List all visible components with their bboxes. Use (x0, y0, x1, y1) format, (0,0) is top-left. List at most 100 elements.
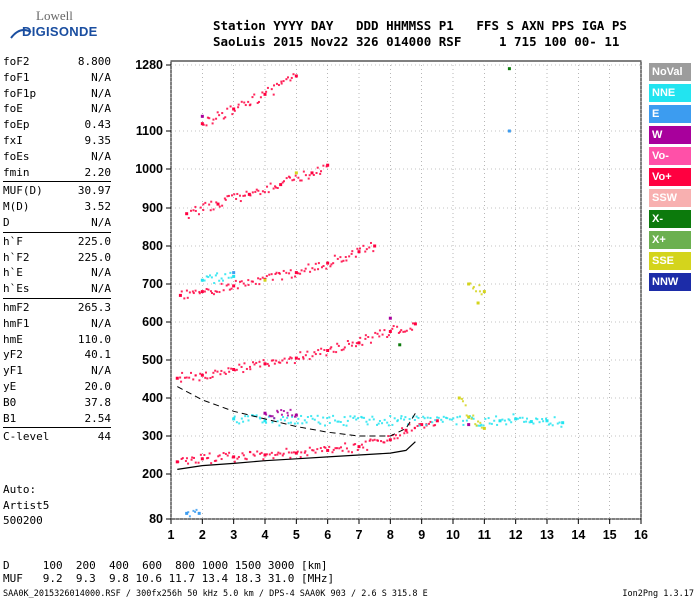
trace-point (404, 428, 408, 432)
trace-point (240, 100, 243, 103)
trace-point (282, 180, 285, 183)
trace-point (475, 424, 478, 427)
trace-point (388, 316, 392, 320)
trace-point (429, 420, 432, 423)
trace-point (355, 345, 358, 348)
trace-point (416, 425, 419, 428)
trace-point (231, 194, 234, 197)
autoscale-line1: Auto: (3, 483, 37, 496)
trace-point (299, 179, 302, 182)
trace-point (397, 331, 400, 334)
trace-point (396, 437, 399, 440)
trace-point (208, 117, 211, 120)
trace-point (480, 293, 483, 296)
trace-point (253, 363, 256, 366)
trace-point (280, 409, 283, 412)
param-row: C-level 44 (3, 429, 111, 445)
trace-point (475, 290, 478, 293)
y-tick-label: 700 (142, 277, 163, 291)
trace-point (194, 205, 197, 208)
autoscale-info: Auto: Artist5 500200 (3, 482, 49, 529)
trace-point (328, 421, 331, 424)
trace-point (314, 262, 317, 265)
trace-point (434, 419, 437, 422)
trace-point (455, 423, 458, 426)
trace-point (372, 250, 375, 253)
trace-point (383, 441, 386, 444)
trace-point (199, 206, 202, 209)
trace-point (261, 421, 264, 424)
trace-point (181, 457, 184, 460)
trace-point (230, 276, 233, 279)
param-name: foF2 (3, 55, 30, 68)
trace-point (326, 448, 330, 452)
trace-point (294, 415, 297, 418)
param-separator (3, 427, 111, 429)
trace-point (293, 422, 296, 425)
trace-point (253, 454, 256, 457)
param-value: N/A (91, 266, 111, 280)
trace-point (285, 177, 288, 180)
trace-point (256, 101, 259, 104)
trace-point (315, 171, 318, 174)
trace-point (420, 423, 424, 427)
trace-point (247, 419, 250, 422)
trace-point (320, 170, 323, 173)
trace-point (268, 273, 271, 276)
trace-point (479, 421, 482, 424)
trace-point (324, 446, 327, 449)
trace-point (399, 330, 402, 333)
trace-point (212, 118, 215, 121)
trace-point (272, 457, 275, 460)
trace-point (300, 269, 303, 272)
trace-point (247, 100, 250, 103)
trace-point (386, 439, 389, 442)
trace-point (314, 451, 317, 454)
trace-point (346, 340, 349, 343)
trace-point (258, 283, 261, 286)
x-tick-label: 9 (418, 528, 425, 542)
trace-point (304, 354, 307, 357)
trace-point (363, 416, 366, 419)
trace-point (203, 290, 206, 293)
trace-point (348, 255, 351, 258)
trace-point (480, 426, 483, 429)
trace-point (340, 349, 343, 352)
trace-point (205, 275, 208, 278)
trace-point (192, 378, 195, 381)
trace-point (241, 452, 244, 455)
trace-point (257, 100, 260, 103)
muf-row: MUF 9.2 9.3 9.8 10.6 11.7 13.4 18.3 31.0… (3, 572, 335, 585)
param-value: N/A (91, 102, 111, 116)
trace-point (211, 375, 214, 378)
trace-point (436, 416, 439, 419)
param-name: h`F2 (3, 250, 30, 264)
trace-point (354, 255, 357, 258)
trace-point (306, 350, 309, 353)
trace-point (405, 329, 408, 332)
trace-point (205, 124, 208, 127)
trace-point (541, 418, 544, 421)
trace-point (347, 342, 350, 345)
trace-point (360, 443, 363, 446)
trace-point (188, 291, 191, 294)
param-value: 8.800 (77, 55, 111, 68)
trace-point (263, 411, 267, 415)
trace-point (229, 105, 232, 108)
trace-point (204, 371, 207, 374)
trace-point (386, 336, 389, 339)
trace-point (373, 438, 376, 441)
trace-point (411, 322, 414, 325)
param-value: 110.0 (77, 332, 111, 346)
trace-point (450, 418, 453, 421)
x-tick-label: 14 (571, 528, 585, 542)
trace-point (376, 423, 379, 426)
trace-point (536, 418, 539, 421)
trace-point (346, 419, 349, 422)
trace-point (251, 191, 254, 194)
trace-point (285, 447, 288, 450)
param-value: 2.54 (84, 411, 112, 425)
trace-point (197, 511, 201, 515)
trace-point (523, 420, 526, 423)
trace-point (185, 457, 188, 460)
